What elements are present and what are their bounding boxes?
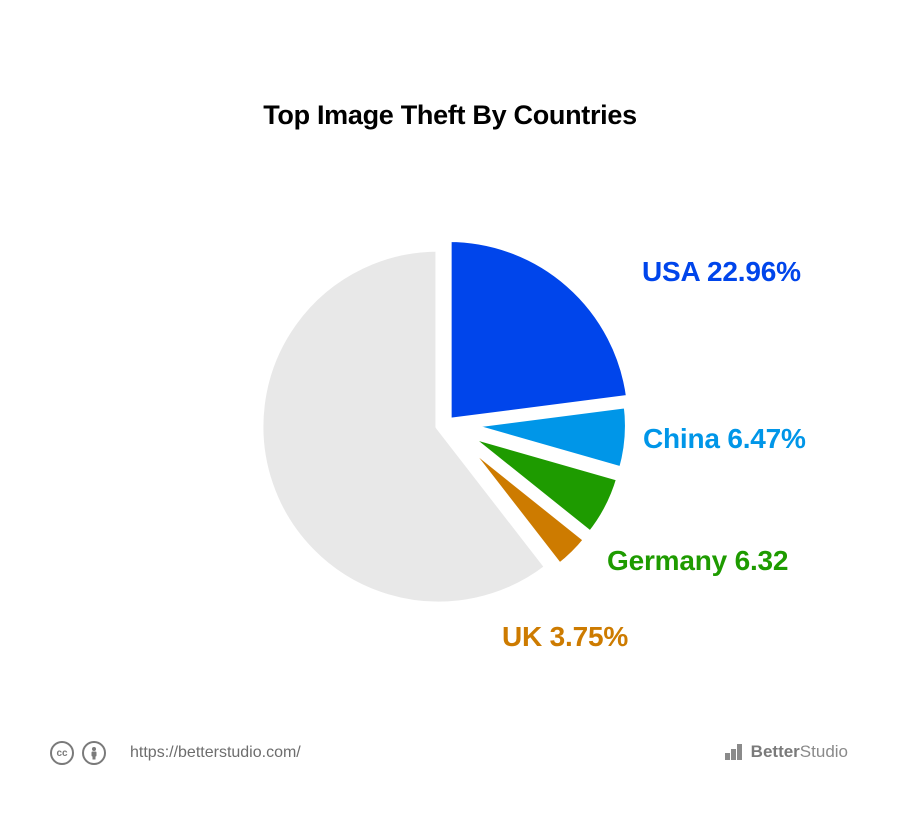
betterstudio-logo-icon [724, 744, 742, 760]
slice-label-usa: USA 22.96% [642, 256, 801, 287]
source-url[interactable]: https://betterstudio.com/ [130, 744, 301, 761]
chart-title: Top Image Theft By Countries [263, 100, 637, 130]
pie-slice-germany [462, 431, 623, 538]
pie-slice-china [464, 402, 631, 473]
cc-icon: cc [50, 741, 74, 765]
pie-slice-usa [445, 235, 633, 424]
footer-license: cc https://betterstudio.com/ [50, 739, 301, 767]
brand-logo[interactable]: BetterStudio [724, 742, 848, 762]
slice-label-uk: UK 3.75% [502, 621, 629, 652]
slice-label-germany: Germany 6.32 [607, 545, 789, 576]
pie-slice-other [257, 245, 551, 608]
brand-name-bold: Better [750, 742, 800, 761]
brand-name-rest: Studio [799, 742, 848, 761]
slice-label-china: China 6.47% [643, 423, 806, 454]
pie-slice-uk [458, 436, 590, 570]
attribution-icon [82, 741, 106, 765]
